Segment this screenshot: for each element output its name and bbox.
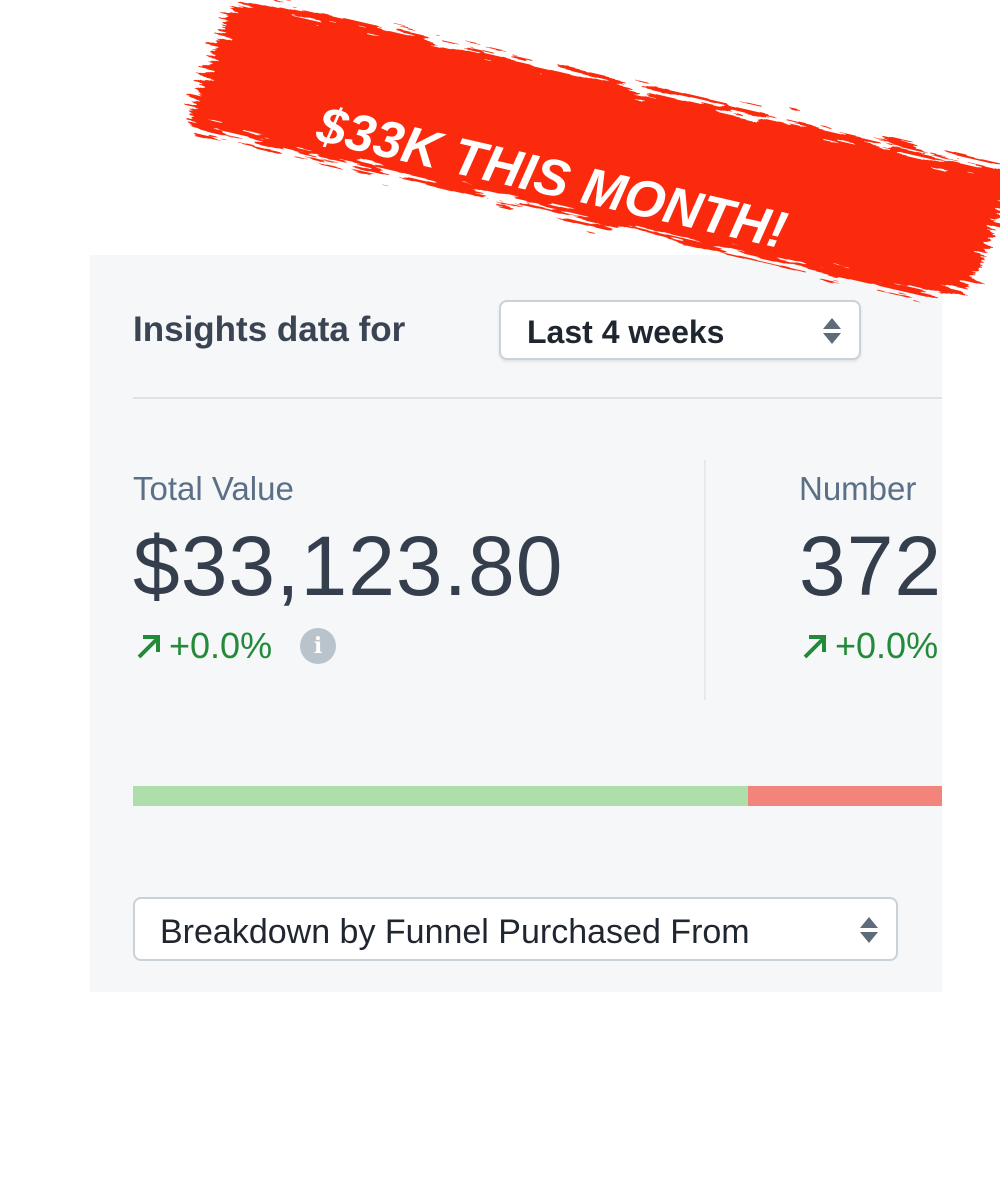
period-select[interactable]: Last 4 weeks xyxy=(499,300,861,360)
progress-bar-red xyxy=(747,786,942,806)
metric-value: $33,123.80 xyxy=(133,519,564,613)
metric-change: +0.0% xyxy=(799,625,942,667)
divider xyxy=(133,397,942,399)
info-icon[interactable]: i xyxy=(300,628,337,664)
brush-stroke xyxy=(184,0,1000,306)
metric-number: Number 372 +0.0% xyxy=(799,470,942,667)
metric-label: Number xyxy=(799,470,917,507)
breakdown-select[interactable]: Breakdown by Funnel Purchased From xyxy=(133,897,898,961)
up-down-chevron-icon xyxy=(823,318,841,344)
arrow-up-right-icon xyxy=(137,635,160,659)
progress-bar-green xyxy=(133,786,748,806)
metric-change: +0.0% i xyxy=(133,625,563,667)
progress-bar xyxy=(133,786,942,806)
period-select-value: Last 4 weeks xyxy=(527,314,725,350)
metric-label: Total Value xyxy=(133,470,294,507)
metric-total-value: Total Value $33,123.80 +0.0% i xyxy=(133,470,563,667)
up-down-chevron-icon xyxy=(860,917,878,943)
metric-change-text: +0.0% xyxy=(835,625,939,666)
breakdown-select-value: Breakdown by Funnel Purchased From xyxy=(160,913,750,951)
promo-banner: $33K THIS MONTH! xyxy=(180,0,1000,306)
metric-value: 372 xyxy=(799,519,942,613)
insights-title: Insights data for xyxy=(133,310,406,349)
metric-divider xyxy=(704,460,706,700)
metric-change-text: +0.0% xyxy=(169,625,273,666)
arrow-up-right-icon xyxy=(803,635,826,659)
insights-panel: Insights data for Last 4 weeks Total Val… xyxy=(90,255,942,992)
